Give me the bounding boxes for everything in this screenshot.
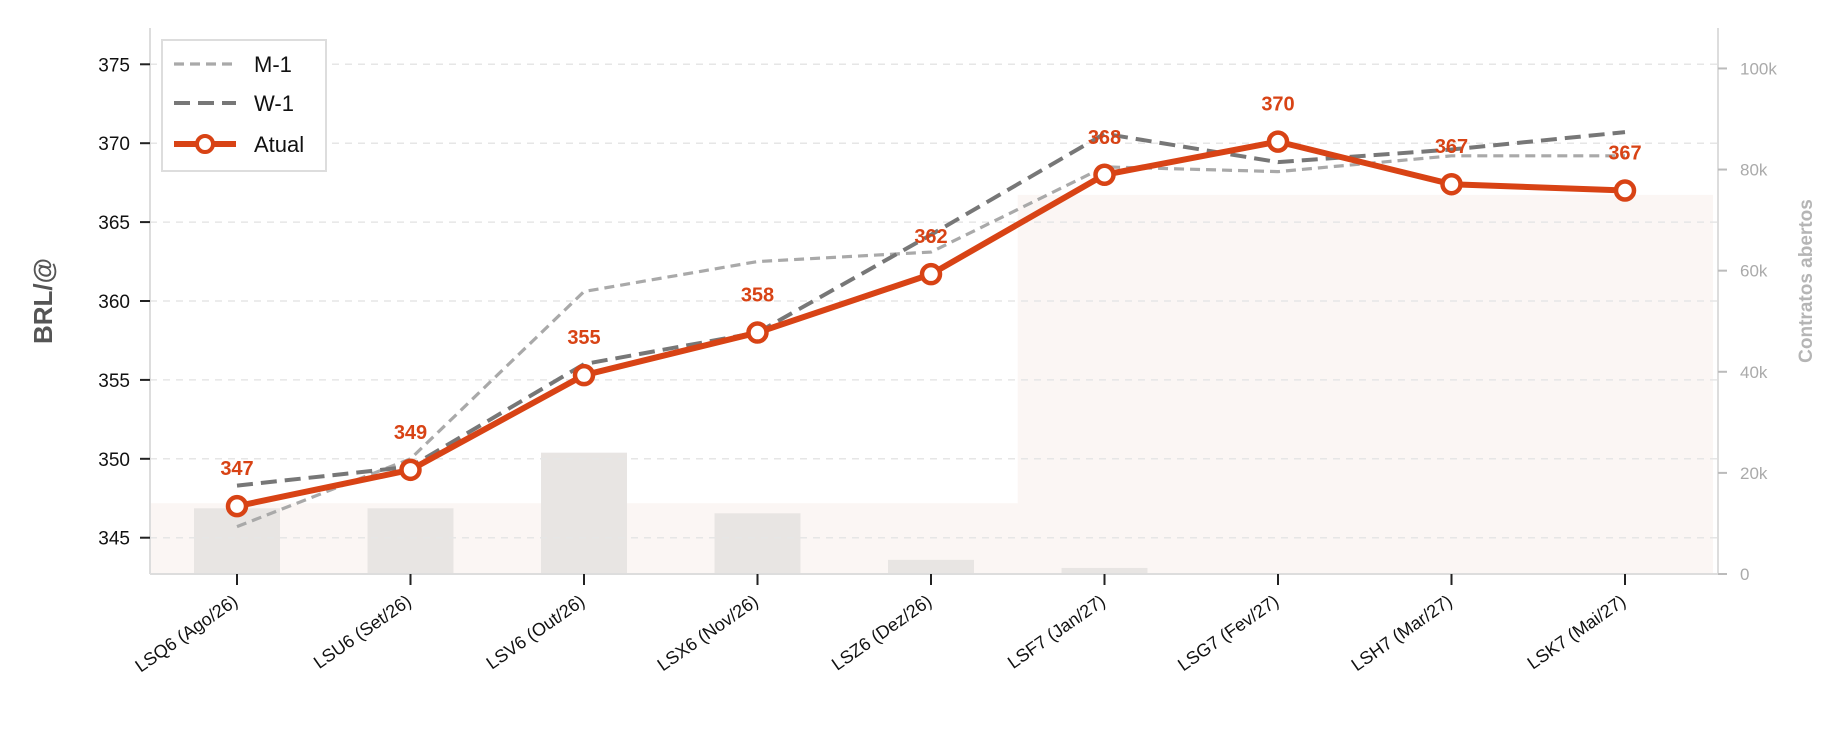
legend-label-atual: Atual xyxy=(254,132,304,157)
bars-layer xyxy=(194,452,1148,574)
open-interest-bar xyxy=(194,508,280,574)
grid-layer xyxy=(150,63,1718,539)
data-label: 347 xyxy=(220,458,253,480)
y2-tick-label: 20k xyxy=(1740,464,1768,483)
x-tick-label: LSZ6 (Dez/26) xyxy=(828,591,935,675)
legend: M-1 W-1 Atual xyxy=(161,39,327,172)
data-label: 355 xyxy=(567,327,600,349)
legend-label-w-1: W-1 xyxy=(254,91,294,116)
series-point-atual xyxy=(1613,179,1637,202)
data-label: 368 xyxy=(1088,127,1121,149)
y-axis-title: BRL/@ xyxy=(28,258,58,344)
series-line-w-1 xyxy=(236,130,1626,488)
open-interest-bar xyxy=(367,508,454,574)
background-fill-layer xyxy=(150,194,1713,575)
y-tick-label: 360 xyxy=(98,292,130,313)
data-label: 349 xyxy=(394,422,427,444)
data-label: 367 xyxy=(1435,136,1468,158)
x-tick-label: LSH7 (Mar/27) xyxy=(1348,591,1456,675)
legend-label-m-1: M-1 xyxy=(254,52,292,77)
series-point-atual xyxy=(572,363,596,387)
y-tick-label: 370 xyxy=(98,134,130,155)
y-tick-label: 345 xyxy=(98,529,130,550)
y2-tick-label: 0 xyxy=(1740,565,1749,584)
x-tick-label: LSF7 (Jan/27) xyxy=(1004,591,1109,673)
open-interest-bar xyxy=(714,513,801,574)
y2-tick-label: 40k xyxy=(1740,363,1768,382)
series-point-atual xyxy=(746,321,769,344)
open-interest-bar xyxy=(541,452,627,574)
open-interest-bar xyxy=(1061,567,1148,574)
legend-box xyxy=(161,39,327,172)
series-point-atual xyxy=(1440,172,1463,196)
x-tick-label: LSU6 (Set/26) xyxy=(310,591,415,673)
series-point-atual xyxy=(399,458,422,482)
data-labels-layer: 347 349 355 358 362 368 370 367 367 xyxy=(220,94,1641,481)
y-tick-label: 375 xyxy=(98,55,130,76)
y-tick-label: 365 xyxy=(98,213,130,234)
data-label: 362 xyxy=(914,226,947,248)
open-interest-fill xyxy=(150,194,1713,575)
x-tick-label: LSV6 (Out/26) xyxy=(483,591,589,673)
x-tick-label: LSG7 (Fev/27) xyxy=(1174,591,1282,675)
y-tick-label: 350 xyxy=(98,450,130,471)
series-point-atual xyxy=(919,262,943,286)
series-point-atual xyxy=(1093,163,1116,187)
series-point-atual xyxy=(225,494,249,518)
y2-tick-label: 60k xyxy=(1740,262,1768,281)
y2-tick-label: 80k xyxy=(1740,161,1768,180)
x-tick-label: LSQ6 (Ago/26) xyxy=(131,591,241,676)
x-tick-label: LSK7 (Mai/27) xyxy=(1524,591,1630,673)
data-label: 367 xyxy=(1608,143,1641,165)
x-tick-label: LSX6 (Nov/26) xyxy=(654,591,762,675)
y2-tick-label: 100k xyxy=(1740,59,1777,78)
series-line-m-1 xyxy=(236,154,1625,529)
open-interest-bar xyxy=(888,559,974,574)
data-label: 370 xyxy=(1261,94,1294,116)
legend-marker-atual xyxy=(195,134,215,154)
data-label: 358 xyxy=(741,285,774,307)
series-point-atual xyxy=(1266,130,1290,153)
lines-layer xyxy=(225,130,1637,529)
y2-axis-title: Contratos abertos xyxy=(1796,199,1817,363)
y-tick-label: 355 xyxy=(98,371,130,392)
